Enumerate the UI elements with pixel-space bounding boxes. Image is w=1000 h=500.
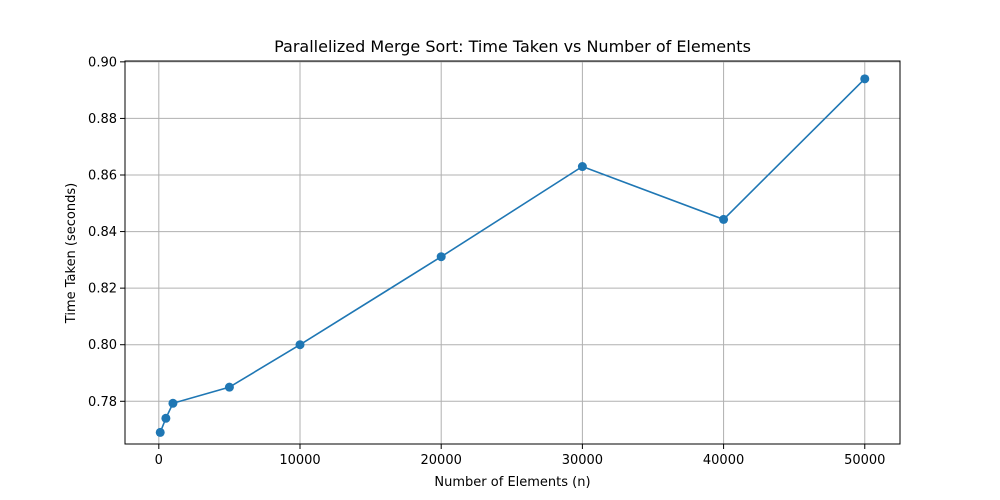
data-point — [168, 398, 178, 408]
x-tick-label: 30000 — [562, 453, 603, 468]
y-axis-label: Time Taken (seconds) — [64, 183, 79, 324]
chart-title: Parallelized Merge Sort: Time Taken vs N… — [274, 37, 751, 56]
data-point — [436, 252, 446, 262]
x-tick-label: 10000 — [279, 453, 320, 468]
data-point — [577, 162, 587, 172]
data-point — [224, 382, 234, 392]
series-layer — [155, 74, 870, 437]
data-point — [155, 427, 165, 437]
y-tick-label: 0.78 — [88, 395, 117, 410]
y-tick-label: 0.90 — [88, 55, 117, 70]
x-tick-label: 20000 — [421, 453, 462, 468]
grid-lines — [125, 61, 900, 444]
x-tick-label: 50000 — [844, 453, 885, 468]
x-tick-label: 0 — [155, 453, 163, 468]
plot-frame — [124, 60, 901, 445]
y-tick-label: 0.86 — [88, 168, 117, 183]
data-point — [161, 413, 171, 423]
x-axis-ticks: 0 10000 20000 30000 40000 50000 — [155, 444, 885, 468]
x-axis-label: Number of Elements (n) — [434, 475, 590, 490]
y-axis-ticks: 0.78 0.80 0.82 0.84 0.86 0.88 0.90 — [88, 55, 125, 410]
data-point — [295, 340, 305, 350]
y-tick-label: 0.80 — [88, 338, 117, 353]
y-tick-label: 0.82 — [88, 282, 117, 297]
y-tick-label: 0.88 — [88, 112, 117, 127]
data-point — [860, 74, 870, 84]
y-tick-label: 0.84 — [88, 225, 117, 240]
data-point — [719, 214, 729, 224]
x-tick-label: 40000 — [703, 453, 744, 468]
